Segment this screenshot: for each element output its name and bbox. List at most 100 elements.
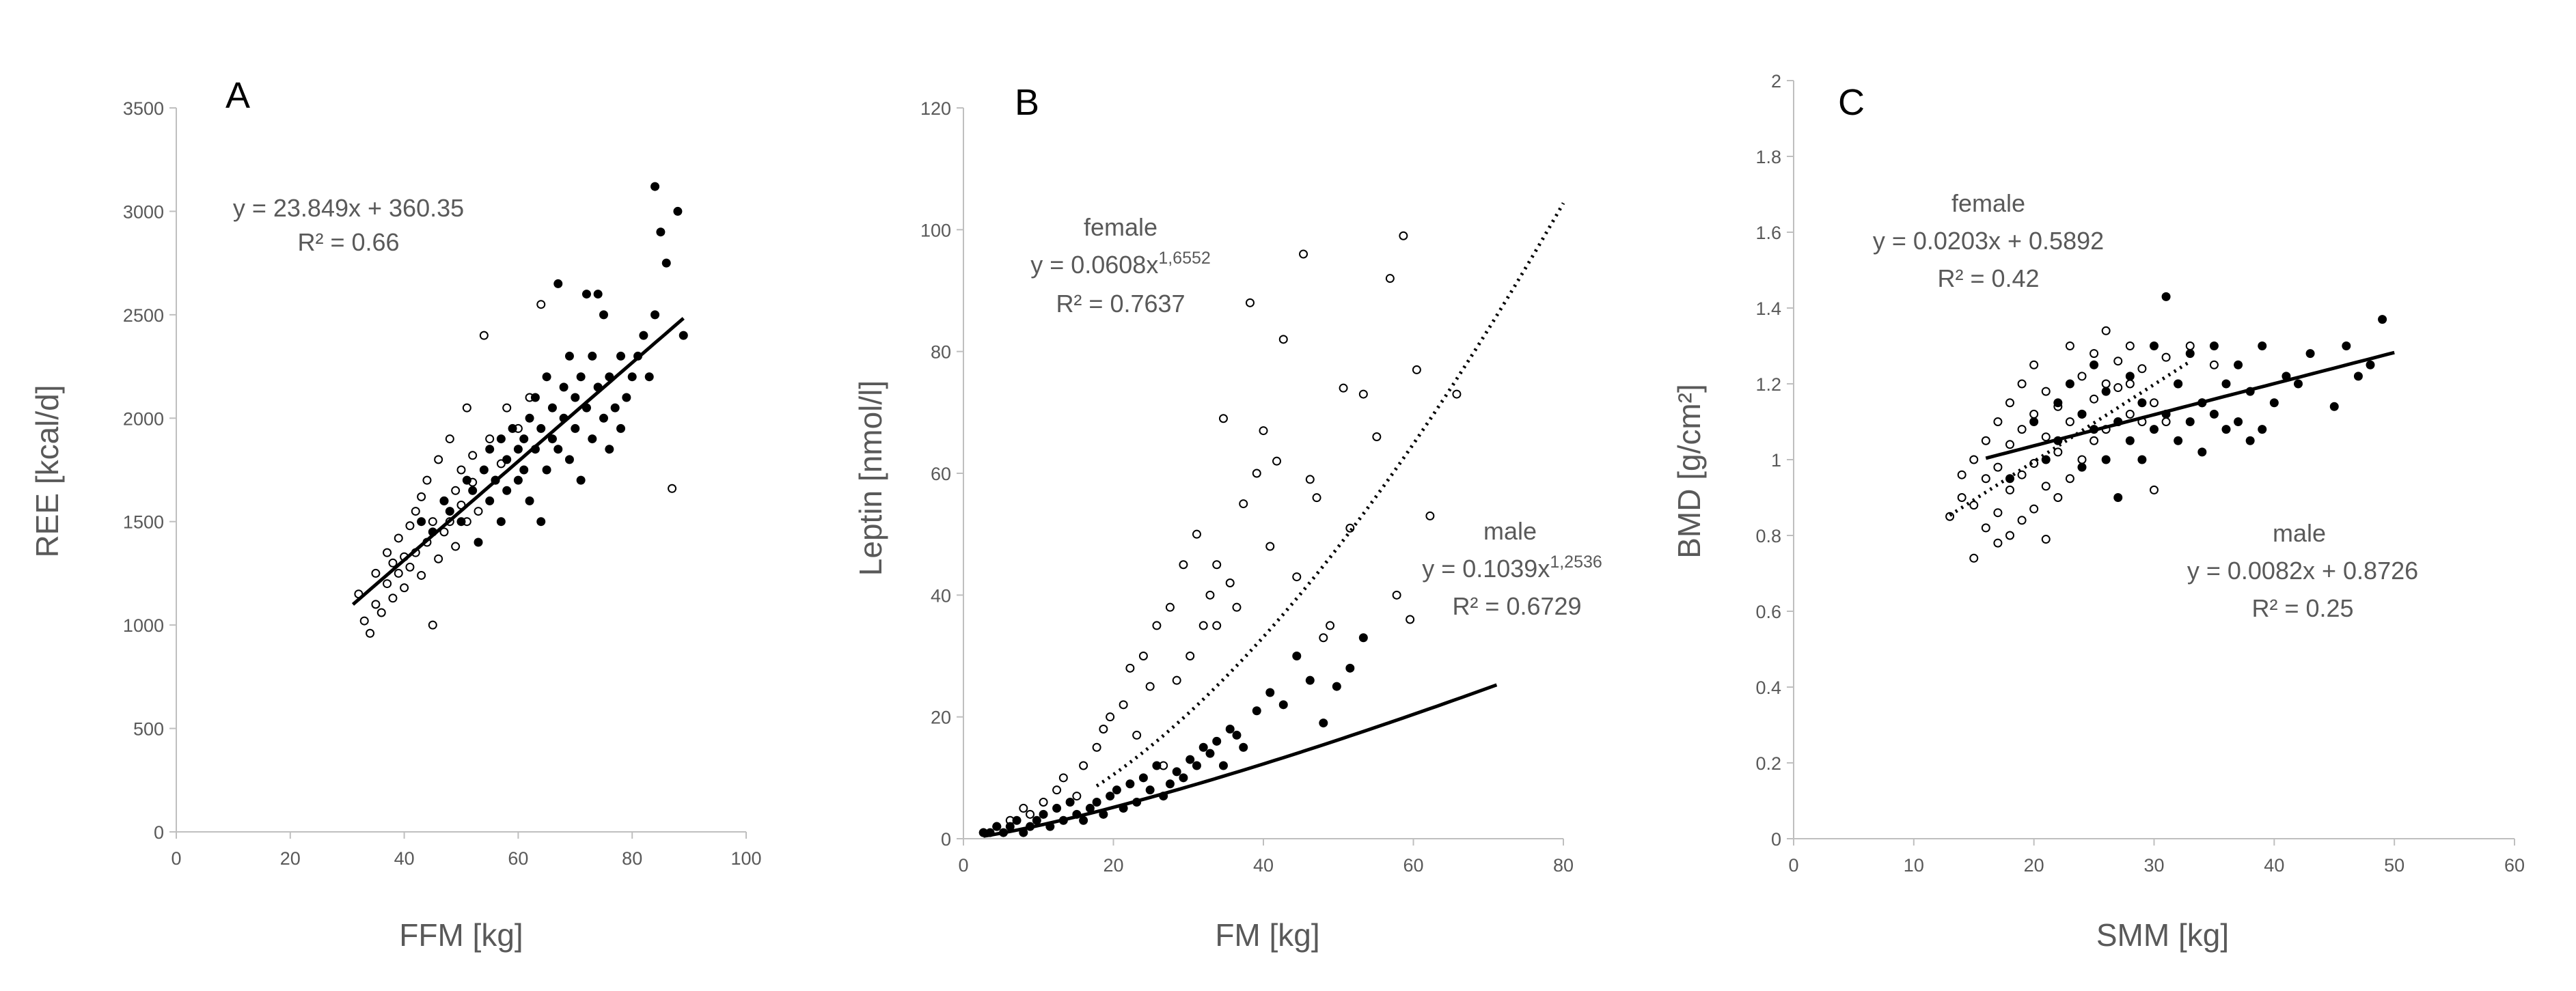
data-point-male <box>2125 372 2135 381</box>
data-point-female <box>668 484 677 493</box>
data-point-male <box>525 413 534 423</box>
data-point-female <box>2077 372 2087 381</box>
data-point-male <box>2245 436 2255 445</box>
data-point-male <box>644 372 654 382</box>
data-point-female <box>439 527 449 537</box>
data-point-female <box>394 533 403 543</box>
data-point-female <box>1278 335 1288 344</box>
data-point-female <box>1239 499 1248 509</box>
y-tick-label: 2 <box>1771 71 1781 92</box>
data-point-male <box>2137 398 2147 408</box>
data-point-female <box>1969 455 1979 464</box>
data-point-male <box>530 393 540 402</box>
data-point-male <box>496 434 506 444</box>
data-point-male <box>1239 742 1248 752</box>
data-point-female <box>1981 523 1990 533</box>
y-tick-label: 1.2 <box>1755 374 1781 395</box>
data-point-male <box>599 413 608 423</box>
data-point-male <box>1186 755 1195 764</box>
data-point-male <box>519 465 529 475</box>
data-point-female <box>434 455 443 464</box>
data-point-male <box>2005 474 2014 484</box>
data-point-male <box>2077 409 2087 419</box>
data-point-female <box>502 403 512 413</box>
data-point-male <box>513 475 523 485</box>
data-point-male <box>2294 379 2303 389</box>
data-point-female <box>2041 387 2051 396</box>
data-point-male <box>2221 379 2231 389</box>
data-point-female <box>1058 773 1068 783</box>
data-point-male <box>536 423 546 433</box>
y-axis-title: REE [kcal/d] <box>29 385 65 557</box>
data-point-female <box>434 554 443 563</box>
data-point-male <box>576 372 586 382</box>
data-point-male <box>1032 815 1041 825</box>
panel-c: 00.20.40.60.811.21.41.61.820 10 20 30 40 50 60… <box>1671 71 2525 953</box>
data-point-male <box>2077 462 2087 472</box>
data-point-female <box>1152 621 1162 630</box>
data-point-male <box>1092 798 1101 807</box>
data-point-female <box>417 492 426 501</box>
data-point-female <box>394 568 403 578</box>
data-point-female <box>376 608 386 617</box>
data-point-female <box>1092 742 1101 752</box>
annotation-female-eq: y = 0.0608x1,6552 <box>1030 249 1211 279</box>
data-point-female <box>1969 553 1979 563</box>
data-point-male <box>2185 417 2195 426</box>
data-point-male <box>2041 455 2051 464</box>
y-tick-label: 1.6 <box>1755 223 1781 243</box>
data-point-female <box>1192 529 1201 539</box>
data-point-male <box>2221 425 2231 434</box>
series-male <box>417 182 688 547</box>
data-point-female <box>366 628 375 638</box>
x-tick-label: 20 <box>2024 855 2044 876</box>
data-point-male <box>1332 682 1341 691</box>
data-point-female <box>405 521 415 531</box>
data-point-female <box>1079 761 1088 770</box>
data-point-female <box>1399 231 1408 240</box>
data-point-male <box>650 182 660 191</box>
data-point-male <box>2378 315 2387 324</box>
data-point-male <box>1212 736 1222 746</box>
trendline-male <box>983 683 1498 838</box>
data-point-female <box>1205 590 1215 600</box>
data-point-male <box>474 538 483 547</box>
series-male <box>2005 292 2387 502</box>
data-point-female <box>2041 481 2051 491</box>
x-tick-label: 30 <box>2143 855 2164 876</box>
y-tick-label: 2500 <box>123 305 164 326</box>
data-point-female <box>479 331 489 340</box>
x-tick-label: 60 <box>1403 855 1423 876</box>
data-point-female <box>383 579 392 589</box>
trendline-all <box>351 317 685 606</box>
data-point-male <box>616 351 626 361</box>
data-point-male <box>2234 417 2243 426</box>
data-point-male <box>673 206 683 216</box>
data-point-female <box>2101 379 2111 389</box>
data-point-female <box>1218 414 1228 423</box>
data-point-female <box>1993 417 2003 426</box>
data-point-male <box>650 310 660 320</box>
data-point-female <box>2089 349 2099 359</box>
data-point-male <box>502 486 512 495</box>
data-point-male <box>1358 633 1368 643</box>
data-point-female <box>1165 602 1175 612</box>
annotation-male-eq: y = 0.1039x1,2536 <box>1422 553 1602 583</box>
data-point-male <box>1278 700 1288 710</box>
data-point-male <box>2185 349 2195 359</box>
data-point-female <box>1969 501 1979 510</box>
annotation-male-r2: R² = 0.6729 <box>1452 592 1581 620</box>
data-point-male <box>1179 773 1188 783</box>
y-tick-label: 0.4 <box>1755 678 1781 698</box>
data-point-female <box>2053 493 2063 502</box>
data-point-female <box>1412 365 1421 374</box>
x-tick-label: 10 <box>1904 855 1924 876</box>
data-point-female <box>2161 417 2171 426</box>
data-point-male <box>1225 725 1235 734</box>
series-female <box>354 300 677 638</box>
data-point-male <box>661 258 671 268</box>
data-point-female <box>1245 298 1255 307</box>
data-point-male <box>1065 798 1075 807</box>
data-point-male <box>553 445 563 454</box>
x-tick-label: 60 <box>2504 855 2525 876</box>
